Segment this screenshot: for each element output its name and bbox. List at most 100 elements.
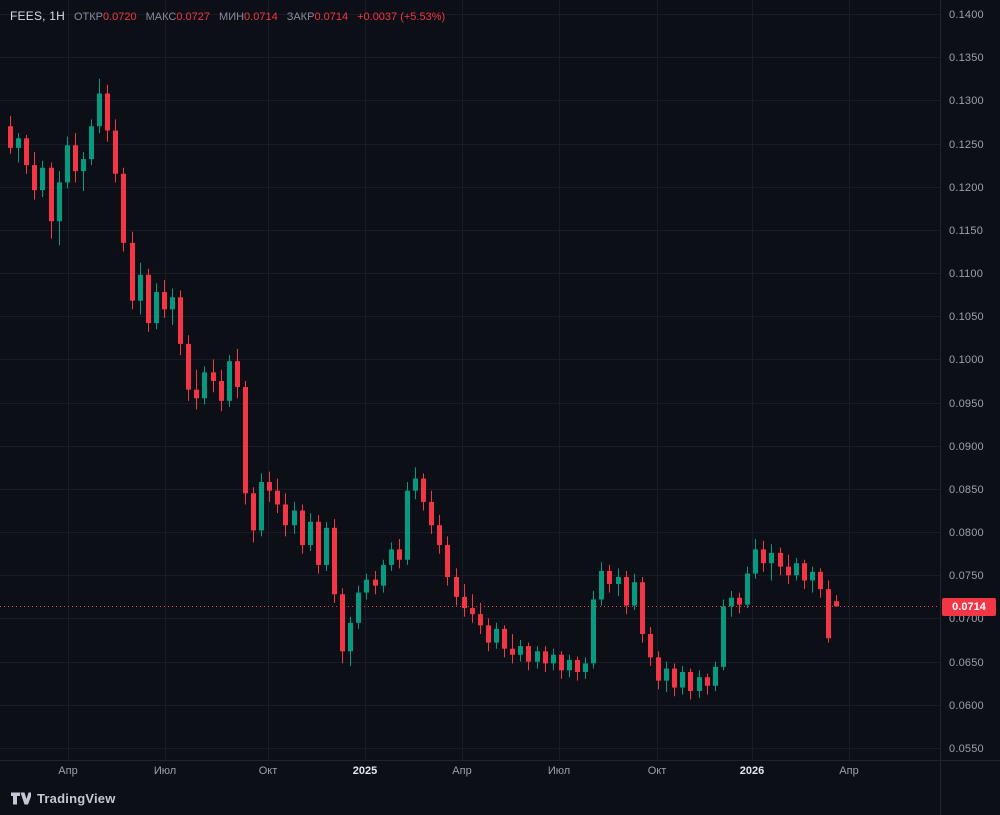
candle-body [308, 521, 313, 546]
open-value: 0.0720 [102, 11, 137, 23]
candle-body [170, 297, 175, 310]
time-tick: Апр [452, 765, 472, 777]
candle-body [729, 597, 734, 607]
time-axis[interactable]: Апр Июл Окт 2025 Апр Июл Окт 2026 Апр [0, 761, 940, 787]
candle-body [834, 601, 839, 607]
candle-body [778, 552, 783, 567]
price-tick: 0.0800 [949, 526, 984, 539]
candle-body [429, 501, 434, 526]
candle-body [162, 292, 167, 310]
price-tick: 0.1300 [949, 94, 984, 107]
candle-body [567, 659, 572, 671]
candle-body [219, 381, 224, 401]
time-tick: Июл [547, 765, 571, 777]
candle-body [478, 614, 483, 626]
candle-body [89, 126, 94, 160]
price-axis[interactable]: 0.0714 0.1400 0.1350 0.1300 0.1250 0.1200 0.1… [941, 0, 1000, 760]
candle-body [381, 564, 386, 586]
price-tick: 0.0600 [949, 699, 984, 712]
candle-body [713, 666, 718, 686]
price-tick: 0.0900 [949, 440, 984, 453]
price-tick: 0.1400 [949, 8, 984, 21]
price-tick: 0.0700 [949, 612, 984, 625]
candle-body [316, 521, 321, 565]
candle-body [211, 372, 216, 381]
candle-body [235, 361, 240, 388]
candle-body [599, 570, 604, 600]
candle-body [818, 571, 823, 590]
low-value: 0.0714 [244, 11, 278, 23]
candle-body [332, 527, 337, 595]
candle-body [624, 577, 629, 606]
candle-body [73, 145, 78, 172]
candle-body [121, 173, 126, 243]
candle-body [470, 608, 475, 615]
candle-body [364, 579, 369, 593]
candle-body [348, 622, 353, 652]
time-tick: Окт [258, 765, 278, 777]
time-tick: Июл [153, 765, 177, 777]
close-value: 0.0714 [314, 11, 349, 23]
candle-body [559, 654, 564, 671]
candle-body [227, 361, 232, 401]
ohlc-low: МИН 0.0714 [219, 11, 278, 23]
time-tick: Апр [839, 765, 859, 777]
candle-body [648, 634, 653, 658]
candle-body [202, 372, 207, 399]
candle-body [413, 478, 418, 491]
ohlc-close: ЗАКР 0.0714 [287, 11, 348, 23]
symbol-legend[interactable]: FEES, 1Н ОТКР 0.0720 МАКС 0.0727 МИН 0.0714… [10, 9, 445, 23]
candle-body [49, 167, 54, 222]
candle-body [397, 549, 402, 560]
price-tick: 0.1100 [949, 267, 984, 280]
candle-body [194, 389, 199, 399]
price-tick: 0.0950 [949, 397, 984, 410]
candle-body [745, 573, 750, 605]
candle-body [737, 597, 742, 605]
candle-body [486, 625, 491, 643]
time-tick: Окт [647, 765, 667, 777]
candle-body [421, 478, 426, 502]
candle-body [275, 490, 280, 505]
price-tick: 0.0850 [949, 483, 984, 496]
candle-body [616, 577, 621, 584]
candle-body [607, 570, 612, 584]
candle-body [494, 628, 499, 643]
time-tick: 2026 [739, 765, 765, 777]
candle-body [672, 668, 677, 688]
tradingview-brand-text: TradingView [37, 791, 116, 806]
candle-body [243, 387, 248, 494]
high-value: 0.0727 [176, 11, 211, 23]
candle-body [697, 677, 702, 692]
candle-body [259, 482, 264, 531]
candle-body [178, 297, 183, 344]
candle-body [97, 93, 102, 127]
candle-body [105, 93, 110, 131]
candle-body [300, 510, 305, 546]
tradingview-attribution[interactable]: TradingView [10, 791, 116, 806]
price-tick: 0.1350 [949, 51, 984, 64]
ohlc-high: МАКС 0.0727 [146, 11, 210, 23]
price-tick: 0.1200 [949, 181, 984, 194]
open-label: ОТКР [73, 11, 103, 23]
candle-body [324, 527, 329, 565]
symbol-title[interactable]: FEES, 1Н [10, 9, 65, 23]
candle-body [510, 648, 515, 655]
candle-body [761, 549, 766, 564]
candle-body [138, 274, 143, 301]
candle-body [389, 549, 394, 565]
price-tick: 0.1000 [949, 353, 984, 366]
candle-body [267, 482, 272, 491]
price-tick: 0.0550 [949, 742, 984, 755]
ohlc-open: ОТКР 0.0720 [74, 11, 137, 23]
candle-body [65, 145, 70, 183]
candle-body [283, 504, 288, 526]
candle-body [753, 549, 758, 574]
candle-body [373, 579, 378, 586]
price-tick: 0.1150 [949, 224, 984, 237]
candle-body [543, 651, 548, 664]
candle-body [340, 594, 345, 652]
candle-body [786, 566, 791, 576]
